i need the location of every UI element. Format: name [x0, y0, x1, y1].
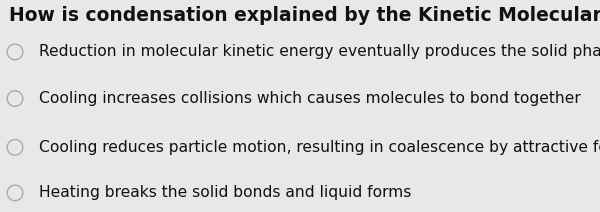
Text: Cooling reduces particle motion, resulting in coalescence by attractive forces: Cooling reduces particle motion, resulti…: [39, 140, 600, 155]
Text: Reduction in molecular kinetic energy eventually produces the solid phase: Reduction in molecular kinetic energy ev…: [39, 45, 600, 59]
Text: Cooling increases collisions which causes molecules to bond together: Cooling increases collisions which cause…: [39, 91, 581, 106]
Text: How is condensation explained by the Kinetic Molecular Theory?: How is condensation explained by the Kin…: [9, 6, 600, 25]
Text: Heating breaks the solid bonds and liquid forms: Heating breaks the solid bonds and liqui…: [39, 186, 412, 200]
